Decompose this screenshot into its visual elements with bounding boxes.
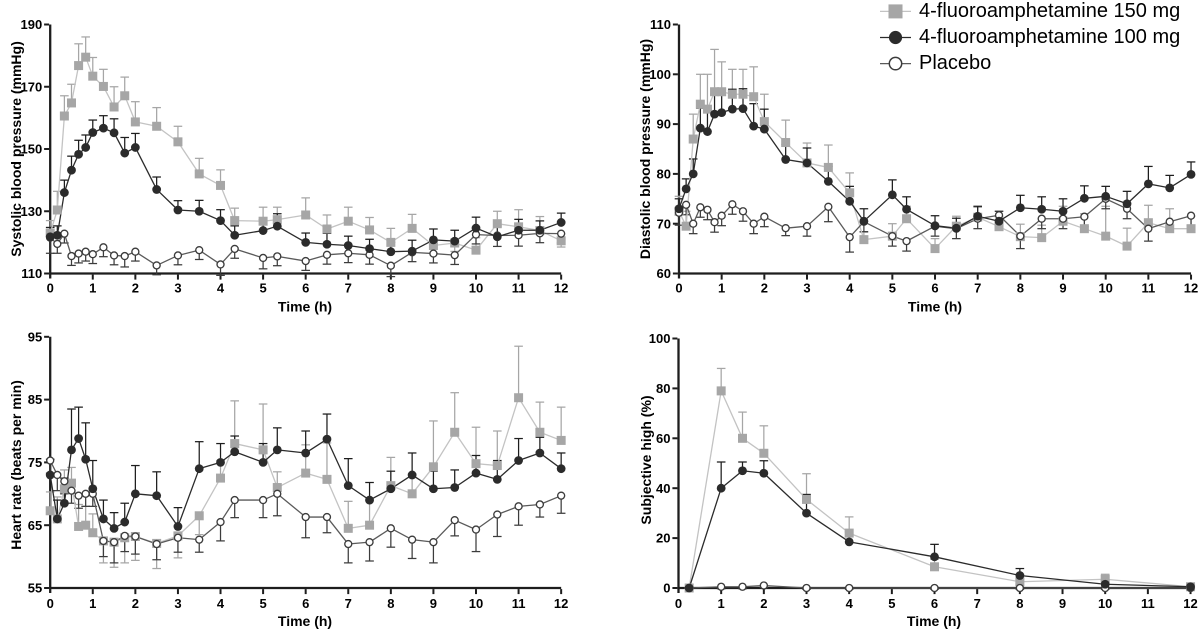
svg-text:9: 9 (430, 596, 437, 611)
svg-text:4: 4 (846, 281, 854, 296)
svg-text:4-fluoroamphetamine 150 mg: 4-fluoroamphetamine 150 mg (919, 0, 1180, 22)
svg-text:3: 3 (174, 281, 181, 296)
svg-text:2: 2 (761, 281, 768, 296)
svg-text:85: 85 (28, 392, 42, 407)
svg-text:11: 11 (512, 596, 526, 611)
svg-text:5: 5 (259, 596, 266, 611)
svg-text:7: 7 (345, 281, 352, 296)
svg-text:6: 6 (302, 596, 309, 611)
svg-text:6: 6 (931, 596, 938, 611)
svg-text:Placebo: Placebo (919, 52, 991, 74)
svg-text:10: 10 (469, 281, 483, 296)
svg-text:65: 65 (28, 518, 42, 533)
svg-text:9: 9 (1059, 281, 1066, 296)
svg-text:110: 110 (21, 266, 42, 281)
svg-text:5: 5 (888, 596, 895, 611)
svg-text:20: 20 (656, 531, 670, 546)
svg-text:4: 4 (217, 596, 225, 611)
svg-text:Time (h): Time (h) (278, 299, 332, 315)
svg-text:9: 9 (430, 281, 437, 296)
svg-text:12: 12 (1184, 281, 1198, 296)
svg-text:10: 10 (469, 596, 483, 611)
svg-text:12: 12 (554, 596, 568, 611)
svg-text:90: 90 (657, 117, 671, 132)
svg-text:170: 170 (20, 79, 42, 94)
svg-text:Time (h): Time (h) (908, 299, 962, 315)
svg-text:4-fluoroamphetamine 100 mg: 4-fluoroamphetamine 100 mg (919, 26, 1180, 48)
svg-text:10: 10 (1098, 596, 1112, 611)
svg-text:0: 0 (47, 281, 54, 296)
svg-text:11: 11 (1141, 596, 1155, 611)
svg-text:190: 190 (20, 17, 42, 32)
svg-text:4: 4 (846, 596, 854, 611)
svg-text:8: 8 (387, 596, 394, 611)
svg-text:95: 95 (28, 329, 42, 344)
svg-text:3: 3 (803, 281, 810, 296)
svg-text:5: 5 (259, 281, 266, 296)
svg-text:8: 8 (387, 281, 394, 296)
svg-text:40: 40 (656, 481, 670, 496)
svg-text:7: 7 (345, 596, 352, 611)
svg-text:2: 2 (132, 281, 139, 296)
svg-text:7: 7 (974, 596, 981, 611)
svg-text:10: 10 (1098, 281, 1112, 296)
svg-text:130: 130 (20, 204, 42, 219)
svg-text:80: 80 (657, 167, 671, 182)
svg-text:55: 55 (28, 581, 42, 596)
svg-text:6: 6 (931, 281, 938, 296)
svg-text:Systolic blood pressure (mmHg): Systolic blood pressure (mmHg) (8, 41, 24, 256)
svg-text:9: 9 (1059, 596, 1066, 611)
svg-text:70: 70 (657, 216, 671, 231)
svg-text:6: 6 (302, 281, 309, 296)
svg-text:0: 0 (663, 581, 670, 596)
svg-text:Diastolic blood pressure (mmHg: Diastolic blood pressure (mmHg) (637, 39, 653, 259)
svg-text:7: 7 (974, 281, 981, 296)
svg-text:8: 8 (1017, 281, 1024, 296)
svg-text:150: 150 (20, 142, 42, 157)
svg-text:1: 1 (718, 596, 725, 611)
svg-text:100: 100 (649, 331, 671, 346)
svg-text:Subjective high (%): Subjective high (%) (638, 395, 654, 524)
svg-text:3: 3 (803, 596, 810, 611)
svg-text:4: 4 (217, 281, 225, 296)
svg-text:12: 12 (1183, 596, 1197, 611)
svg-text:60: 60 (657, 266, 671, 281)
svg-text:0: 0 (47, 596, 54, 611)
svg-text:Time (h): Time (h) (907, 613, 961, 629)
svg-text:11: 11 (512, 281, 526, 296)
svg-text:2: 2 (760, 596, 767, 611)
svg-text:0: 0 (675, 596, 682, 611)
svg-text:80: 80 (656, 381, 670, 396)
svg-text:3: 3 (174, 596, 181, 611)
svg-text:1: 1 (89, 596, 96, 611)
svg-text:110: 110 (650, 17, 671, 32)
svg-text:11: 11 (1141, 281, 1155, 296)
svg-text:5: 5 (889, 281, 896, 296)
svg-text:0: 0 (675, 281, 682, 296)
svg-text:100: 100 (649, 67, 671, 82)
svg-text:12: 12 (554, 281, 568, 296)
svg-text:Time (h): Time (h) (278, 613, 332, 629)
svg-text:1: 1 (89, 281, 96, 296)
svg-text:60: 60 (656, 431, 670, 446)
svg-text:2: 2 (132, 596, 139, 611)
svg-text:1: 1 (718, 281, 725, 296)
svg-text:75: 75 (28, 455, 42, 470)
svg-text:8: 8 (1016, 596, 1023, 611)
svg-text:Heart rate (beats per min): Heart rate (beats per min) (8, 380, 24, 550)
